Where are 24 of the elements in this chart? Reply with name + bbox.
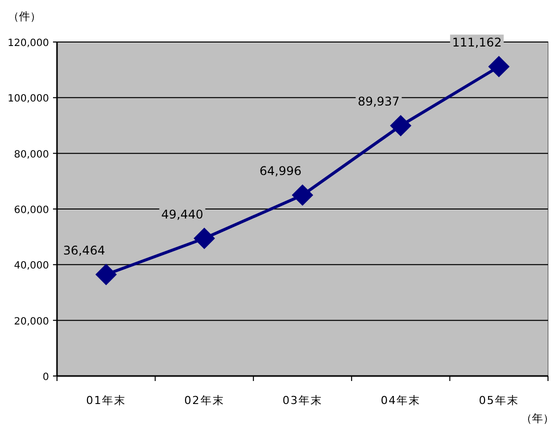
y-tick-label: 60,000	[14, 205, 49, 216]
point	[96, 264, 117, 286]
data-label: 36,464	[63, 244, 106, 258]
y-tick-label: 40,000	[14, 260, 49, 272]
data-label: 111,162	[452, 36, 502, 50]
x-axis-title: （年）	[521, 412, 554, 425]
data-label: 89,937	[358, 94, 400, 109]
y-tick-label: 100,000	[8, 94, 49, 105]
x-tick-label: 05年末	[478, 394, 519, 407]
x-tick-label: 03年末	[282, 394, 322, 407]
data-label: 49,440	[161, 207, 204, 222]
x-tick-label: 04年末	[380, 394, 421, 407]
point	[390, 115, 412, 136]
point	[488, 56, 510, 78]
x-tick-label: 01年末	[86, 394, 126, 407]
x-tick-label: 02年末	[184, 394, 224, 407]
y-tick-label: 20,000	[14, 316, 49, 328]
point	[194, 228, 215, 249]
data-label: 64,996	[260, 164, 302, 178]
y-axis-title: （件）	[8, 10, 41, 23]
y-tick-label: 80,000	[14, 149, 49, 160]
y-tick-label: 120,000	[8, 38, 49, 49]
point	[292, 184, 313, 206]
y-tick-label: 0	[42, 372, 49, 383]
